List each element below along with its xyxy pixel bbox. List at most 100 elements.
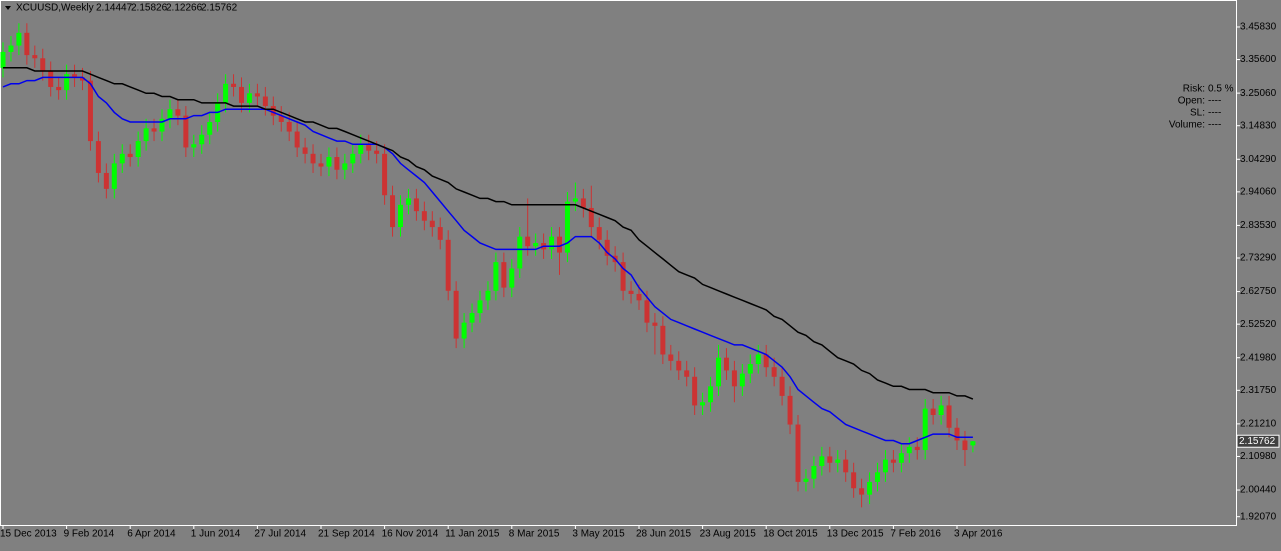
y-tick-label: 2.52520 (1240, 319, 1277, 330)
candle-body (954, 427, 960, 441)
x-tick-label: 23 Aug 2015 (700, 529, 757, 540)
header-close: 2.15762 (201, 3, 238, 14)
candle-body (692, 376, 698, 406)
candle-body (739, 373, 745, 387)
candle-body (80, 77, 85, 81)
candle-body (509, 268, 515, 288)
candle-body (708, 386, 714, 403)
trade-panel: Risk: 0.5 %Open: ----SL: ----Volume: ---- (1169, 84, 1234, 131)
x-tick-label: 7 Feb 2016 (890, 529, 941, 540)
y-tick-label: 3.25060 (1240, 88, 1277, 99)
candle-body (906, 446, 912, 454)
price-label: 2.15762 (1239, 436, 1276, 447)
candle-body (302, 147, 308, 154)
x-tick-label: 18 Oct 2015 (763, 529, 818, 540)
x-tick-label: 3 Apr 2016 (954, 529, 1003, 540)
candle-body (326, 157, 332, 167)
candle-body (358, 144, 364, 154)
panel-label: Volume: (1169, 120, 1205, 131)
candle-body (286, 121, 292, 132)
candle-body (390, 195, 396, 228)
candle-body (962, 440, 968, 451)
candle-body (437, 227, 443, 240)
x-tick-label: 13 Dec 2015 (827, 529, 884, 540)
candle-body (199, 134, 205, 145)
candle-body (779, 376, 785, 396)
panel-label: Open: (1178, 96, 1205, 107)
plot-frame (0, 0, 1237, 526)
candle-body (771, 367, 777, 377)
y-tick-label: 2.31750 (1240, 385, 1277, 396)
candle-body (405, 198, 411, 205)
candle-body (564, 201, 570, 253)
candle-body (167, 109, 173, 119)
candle-body (32, 55, 38, 59)
chart-title: XCUUSD,Weekly (16, 3, 94, 14)
candle-body (596, 227, 602, 240)
candle-body (350, 153, 356, 164)
y-tick-label: 2.21210 (1240, 419, 1277, 430)
candle-body (763, 354, 769, 368)
x-tick-label: 15 Dec 2013 (0, 529, 57, 540)
candle-body (859, 488, 865, 495)
candle-body (461, 322, 467, 339)
candle-body (676, 360, 682, 371)
candle-body (453, 290, 459, 339)
candle-body (525, 236, 531, 247)
candle-body (374, 150, 380, 154)
moving-average (2, 76, 973, 445)
y-tick-label: 2.62750 (1240, 286, 1277, 297)
moving-average (3, 67, 974, 400)
x-tick-label: 1 Jun 2014 (191, 529, 241, 540)
candle-body (660, 325, 666, 355)
candle-body (143, 128, 149, 142)
candle-body (191, 144, 197, 148)
x-tick-label: 11 Jan 2015 (445, 529, 500, 540)
header-low: 2.12266 (166, 3, 203, 14)
candle-body (398, 204, 403, 228)
candle-body (95, 141, 101, 173)
candle-body (652, 322, 658, 326)
candle-body (557, 236, 562, 253)
candle-body (183, 115, 189, 148)
candle-body (429, 220, 435, 228)
candle-body (795, 424, 801, 482)
candle-body (827, 456, 833, 463)
candle-body (493, 262, 499, 291)
candle-body (636, 293, 642, 301)
y-tick-label: 2.73290 (1240, 253, 1277, 264)
y-tick-label: 3.35600 (1240, 54, 1277, 65)
candle-body (40, 58, 46, 72)
x-tick-label: 21 Sep 2014 (318, 529, 375, 540)
candle-body (803, 478, 809, 482)
candle-body (517, 236, 523, 269)
candle-body (867, 481, 873, 495)
candle-body (922, 408, 928, 451)
panel-label: SL: (1190, 108, 1205, 119)
candle-body (421, 211, 427, 221)
candle-body (294, 131, 300, 148)
candle-body (135, 141, 141, 158)
x-tick-label: 9 Feb 2014 (64, 529, 115, 540)
candle-body (246, 93, 252, 103)
candle-body (930, 408, 936, 415)
candle-body (644, 300, 650, 323)
candle-body (239, 86, 244, 103)
candle-body (890, 459, 896, 463)
candle-body (231, 83, 237, 87)
candle-body (946, 405, 952, 428)
header-open: 2.14447 (96, 3, 133, 14)
candle-body (8, 45, 14, 52)
candle-body (620, 262, 626, 291)
candle-body (278, 115, 284, 122)
x-tick-label: 16 Nov 2014 (382, 529, 439, 540)
candle-body (835, 459, 841, 463)
panel-label: Risk: (1183, 84, 1205, 95)
candle-body (549, 236, 555, 250)
candle-body (723, 357, 729, 371)
y-tick-label: 3.14830 (1240, 120, 1277, 131)
x-tick-label: 27 Jul 2014 (254, 529, 306, 540)
menu-triangle[interactable] (5, 6, 11, 10)
candle-body (700, 402, 706, 406)
